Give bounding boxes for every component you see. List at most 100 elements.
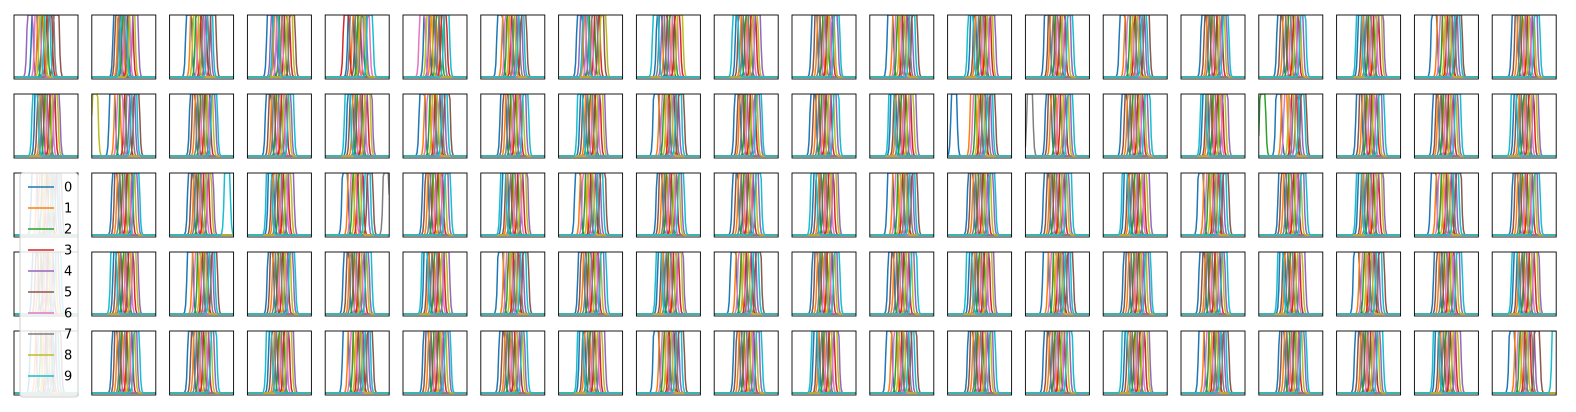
series-line xyxy=(714,94,779,157)
subplot-frame xyxy=(1258,251,1324,317)
subplot-panel xyxy=(1024,14,1090,80)
subplot-frame xyxy=(1491,93,1557,159)
subplot-frame xyxy=(1102,93,1168,159)
series-line xyxy=(403,15,467,78)
subplot-frame xyxy=(480,93,546,159)
subplot-panel xyxy=(91,93,157,159)
subplot-panel xyxy=(635,330,701,396)
subplot-panel xyxy=(1180,14,1246,80)
series-line xyxy=(1336,15,1401,78)
series-line xyxy=(480,331,545,394)
series-line xyxy=(869,252,934,315)
series-line xyxy=(947,331,1012,394)
subplot-frame xyxy=(1024,172,1090,238)
series-line xyxy=(247,252,312,315)
series-line xyxy=(636,15,701,78)
subplot-panel xyxy=(1491,172,1557,238)
legend-label: 2 xyxy=(64,223,72,238)
subplot-panel xyxy=(1102,172,1168,238)
subplot-panel xyxy=(1102,330,1168,396)
series-line xyxy=(1492,94,1557,157)
series-line xyxy=(1492,252,1557,315)
subplot-frame xyxy=(1336,172,1402,238)
subplot-frame xyxy=(1180,172,1246,238)
subplot-frame xyxy=(246,330,312,396)
subplot-panel xyxy=(1413,172,1479,238)
series-line xyxy=(792,331,856,394)
subplot-frame xyxy=(1258,14,1324,80)
series-line xyxy=(403,331,467,394)
subplot-panel xyxy=(1413,14,1479,80)
subplot-frame xyxy=(635,14,701,80)
series-line xyxy=(636,173,701,236)
subplot-frame xyxy=(1180,251,1246,317)
subplot-panel xyxy=(324,14,390,80)
subplot-frame xyxy=(791,251,857,317)
series-line xyxy=(1492,15,1557,78)
series-line xyxy=(636,252,701,315)
subplot-frame xyxy=(1024,93,1090,159)
subplot-frame xyxy=(1413,93,1479,159)
subplot-frame xyxy=(13,14,79,80)
subplot-panel xyxy=(246,93,312,159)
subplot-frame xyxy=(791,330,857,396)
subplot-panel xyxy=(635,172,701,238)
subplot-frame xyxy=(869,93,935,159)
subplot-panel xyxy=(324,93,390,159)
subplot-frame xyxy=(480,251,546,317)
subplot-panel xyxy=(558,330,624,396)
subplot-panel xyxy=(246,172,312,238)
subplot-panel xyxy=(402,93,468,159)
subplot-panel xyxy=(91,14,157,80)
subplot-panel xyxy=(713,251,779,317)
subplot-frame xyxy=(869,330,935,396)
subplot-frame xyxy=(1180,93,1246,159)
subplot-frame xyxy=(91,251,157,317)
subplot-frame xyxy=(1491,172,1557,238)
legend-label: 5 xyxy=(64,286,72,301)
subplot-frame xyxy=(713,93,779,159)
series-line xyxy=(91,252,156,315)
subplot-frame xyxy=(1491,330,1557,396)
series-line xyxy=(1103,173,1168,236)
subplot-panel xyxy=(558,14,624,80)
subplot-panel xyxy=(1336,330,1402,396)
series-line xyxy=(403,173,467,236)
subplot-frame xyxy=(1102,172,1168,238)
subplot-panel xyxy=(947,93,1013,159)
subplot-frame xyxy=(1024,251,1090,317)
subplot-panel xyxy=(324,330,390,396)
subplot-panel xyxy=(791,14,857,80)
series-line xyxy=(869,15,934,78)
subplot-panel xyxy=(1413,330,1479,396)
subplot-frame xyxy=(324,172,390,238)
series-line xyxy=(558,15,623,78)
series-line xyxy=(714,331,779,394)
subplot-frame xyxy=(246,251,312,317)
subplot-frame xyxy=(791,172,857,238)
series-line xyxy=(1181,94,1245,157)
legend-label: 8 xyxy=(64,349,72,364)
subplot-frame xyxy=(480,330,546,396)
legend-label: 3 xyxy=(64,244,72,259)
subplot-frame xyxy=(246,93,312,159)
series-line xyxy=(480,94,545,157)
subplot-frame xyxy=(402,330,468,396)
subplot-frame xyxy=(1102,330,1168,396)
series-line xyxy=(869,331,934,394)
series-line xyxy=(1414,94,1479,157)
series-line xyxy=(1492,173,1557,236)
series-line xyxy=(792,94,856,157)
subplot-panel xyxy=(1258,251,1324,317)
subplot-panel xyxy=(480,251,546,317)
series-line xyxy=(169,252,234,315)
subplot-frame xyxy=(558,14,624,80)
series-line xyxy=(558,94,623,157)
series-line xyxy=(1103,15,1168,78)
subplot-frame xyxy=(947,330,1013,396)
series-line xyxy=(1181,173,1245,236)
subplot-panel xyxy=(1102,93,1168,159)
series-line xyxy=(325,252,390,315)
series-line xyxy=(714,15,779,78)
